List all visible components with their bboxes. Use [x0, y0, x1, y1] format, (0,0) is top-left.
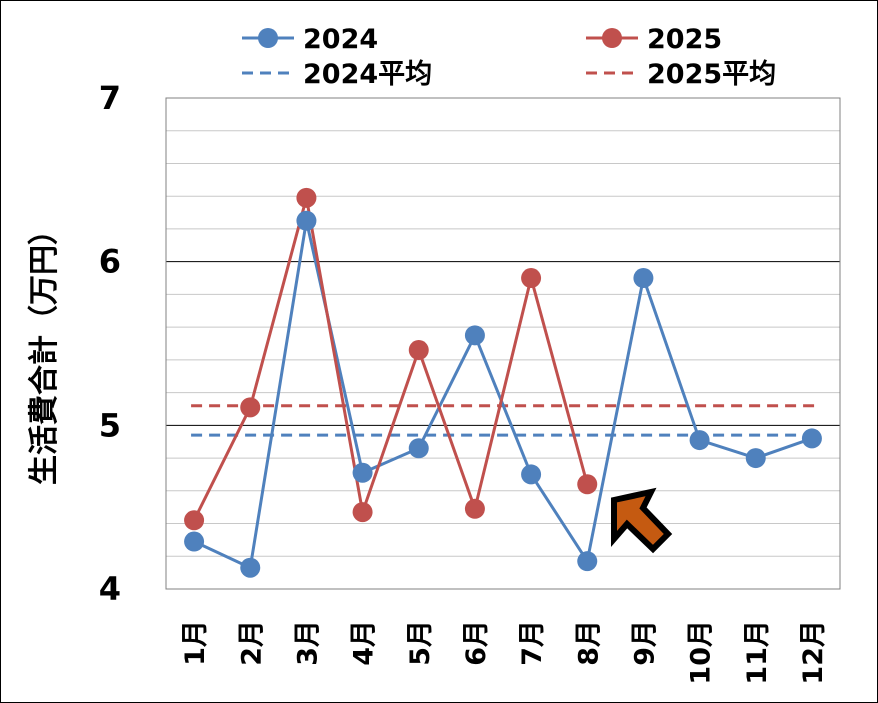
grid-lines: [166, 130, 840, 557]
legend-marker: [602, 28, 622, 48]
data-point: [521, 268, 542, 289]
y-tick-label: 7: [99, 79, 121, 117]
data-point: [577, 551, 598, 572]
data-point: [408, 340, 429, 361]
x-tick-label: 7月: [517, 620, 548, 666]
average-lines: [191, 404, 815, 437]
data-point: [352, 502, 373, 523]
series-lines: [192, 196, 813, 570]
arrow-annotation: [611, 487, 673, 554]
x-tick-label: 11月: [742, 620, 773, 685]
legend-marker: [258, 28, 278, 48]
data-point: [633, 268, 654, 289]
y-axis-label: 生活費合計（万円）: [27, 215, 62, 485]
data-point: [521, 464, 542, 485]
x-tick-label: 5月: [405, 620, 436, 666]
y-axis-ticks: 4 5 6 7: [99, 79, 121, 608]
x-tick-label: 12月: [798, 620, 829, 685]
data-point: [464, 498, 485, 519]
y-tick-label: 6: [99, 243, 121, 281]
legend-label: 2024: [303, 24, 378, 55]
legend-label: 2025: [647, 24, 722, 55]
data-point: [577, 474, 598, 495]
x-tick-label: 2月: [236, 620, 267, 666]
data-point: [184, 510, 205, 531]
x-axis-categories: 1月 2月 3月 4月 5月 6月 7月 8月 9月 10月 11月 12月: [180, 620, 829, 685]
data-point: [408, 438, 429, 459]
data-point: [296, 187, 317, 208]
data-point: [352, 462, 373, 483]
legend: 2024 2025 2024平均 2025平均: [242, 24, 776, 90]
data-point: [184, 531, 205, 552]
legend-label: 2024平均: [303, 59, 432, 90]
x-tick-label: 8月: [573, 620, 604, 666]
legend-label: 2025平均: [647, 59, 776, 90]
plot-area-border: [165, 97, 841, 590]
data-point: [801, 428, 822, 449]
data-point: [240, 397, 261, 418]
data-point: [240, 557, 261, 578]
data-point: [296, 210, 317, 231]
y-tick-label: 4: [99, 570, 121, 608]
x-tick-label: 3月: [292, 620, 323, 666]
series-line: [192, 196, 589, 521]
data-point: [689, 430, 710, 451]
data-point: [464, 325, 485, 346]
x-tick-label: 10月: [686, 620, 717, 685]
data-point: [745, 448, 766, 469]
x-tick-label: 4月: [349, 620, 380, 666]
data-points: [184, 187, 822, 578]
x-tick-label: 9月: [629, 620, 660, 666]
x-tick-label: 6月: [461, 620, 492, 666]
y-tick-label: 5: [99, 406, 121, 444]
x-tick-label: 1月: [180, 620, 211, 666]
